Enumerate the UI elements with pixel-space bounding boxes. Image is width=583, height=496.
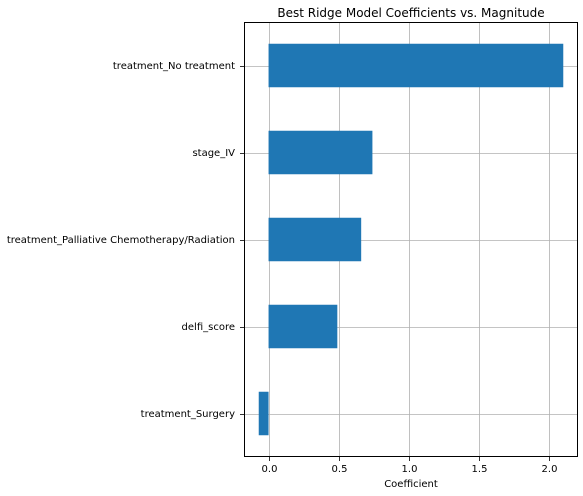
bar: [258, 391, 269, 436]
x-tick-label: 0.0: [262, 464, 278, 475]
x-axis-ticks: 0.0 0.5 1.0 1.5 2.0: [262, 457, 558, 475]
bars: [258, 43, 564, 436]
x-tick-label: 1.0: [402, 464, 418, 475]
x-tick-label: 0.5: [332, 464, 348, 475]
y-tick-label: delfi_score: [182, 322, 235, 333]
y-tick-label: stage_IV: [192, 148, 235, 159]
y-tick-label: treatment_No treatment: [113, 61, 235, 72]
chart-title: Best Ridge Model Coefficients vs. Magnit…: [277, 6, 544, 20]
bar: [268, 217, 362, 262]
y-tick-label: treatment_Palliative Chemotherapy/Radiat…: [7, 235, 235, 246]
y-tick-label: treatment_Surgery: [141, 409, 235, 420]
bar: [268, 130, 373, 175]
x-tick-label: 1.5: [472, 464, 488, 475]
x-axis-label: Coefficient: [384, 479, 438, 490]
bar: [268, 304, 338, 349]
bar: [268, 43, 564, 88]
plot-frame: [244, 22, 578, 457]
x-tick-label: 2.0: [542, 464, 558, 475]
y-axis-ticks: treatment_No treatment stage_IV treatment_…: [7, 61, 244, 420]
